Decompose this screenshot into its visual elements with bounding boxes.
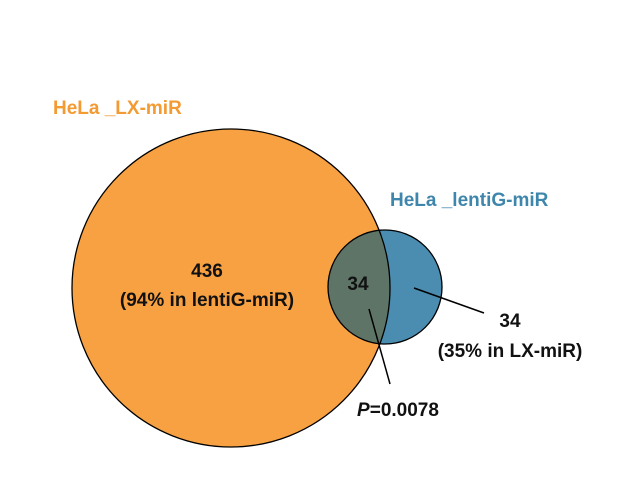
set-b-outline [327, 229, 443, 345]
p-symbol: P [357, 400, 370, 421]
p-value-label: P=0.0078 [357, 400, 439, 421]
intersection-count: 34 [347, 274, 369, 295]
set-b-only-count: 34 [499, 311, 521, 332]
set-a-only-count: 436 [191, 261, 223, 282]
set-b-only-note: (35% in LX-miR) [438, 341, 583, 362]
set-b-leader-line [413, 287, 485, 314]
set-a-label: HeLa _LX-miR [53, 98, 182, 119]
set-a-only-note: (94% in lentiG-miR) [120, 290, 294, 311]
p-value-leader-line [368, 308, 391, 385]
overlap-region [328, 230, 390, 344]
set-b-label: HeLa _lentiG-miR [390, 190, 549, 211]
set-a-circle [72, 129, 390, 447]
p-value: =0.0078 [370, 400, 439, 421]
set-a-outline [71, 128, 391, 448]
